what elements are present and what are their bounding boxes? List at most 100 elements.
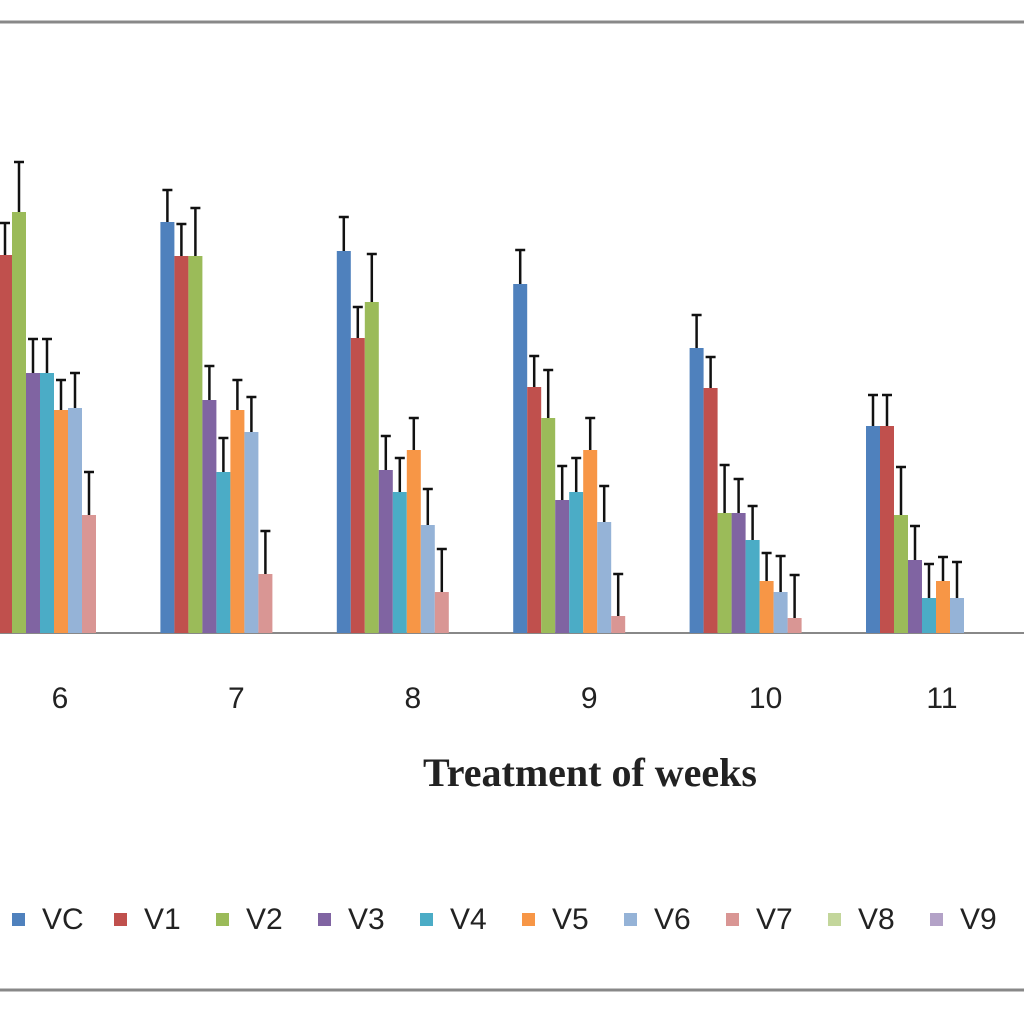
legend-label: VC <box>42 903 84 936</box>
bar <box>230 410 245 633</box>
error-bar <box>190 206 201 256</box>
bar <box>392 492 407 633</box>
legend-swatch <box>624 913 637 926</box>
error-bar <box>747 504 758 540</box>
error-bar <box>436 547 447 592</box>
legend-label: V3 <box>348 903 385 936</box>
bar <box>82 515 96 633</box>
error-bar <box>70 371 80 408</box>
error-bar <box>246 395 257 432</box>
legend-label: V7 <box>756 903 793 936</box>
bar <box>597 522 612 633</box>
error-bar <box>775 554 786 592</box>
bar <box>513 284 528 633</box>
legend-swatch <box>12 913 25 926</box>
bar <box>216 472 231 633</box>
bar <box>583 450 598 633</box>
error-bar <box>529 354 540 387</box>
error-bar <box>719 463 730 513</box>
bar <box>40 373 54 633</box>
error-bar <box>571 456 582 492</box>
error-bar <box>557 464 568 500</box>
bar <box>787 618 802 633</box>
legend-swatch <box>114 913 127 926</box>
bar <box>258 574 273 633</box>
error-bar <box>613 572 624 616</box>
error-bar <box>952 560 962 598</box>
error-bar <box>338 215 349 251</box>
error-bar <box>733 477 744 513</box>
bar <box>54 410 68 633</box>
error-bar <box>761 551 772 581</box>
bar <box>527 387 542 633</box>
x-tick-label: 7 <box>228 682 245 715</box>
legend-label: V1 <box>144 903 181 936</box>
error-bar <box>176 222 187 256</box>
error-bar <box>218 436 229 472</box>
legend-label: V8 <box>858 903 895 936</box>
error-bar <box>56 378 66 410</box>
x-tick-label: 9 <box>581 682 598 715</box>
error-bar <box>705 355 716 388</box>
error-bar <box>260 529 271 574</box>
x-tick-label: 6 <box>52 682 69 715</box>
legend-label: V6 <box>654 903 691 936</box>
bar <box>866 426 880 633</box>
legend-swatch <box>216 913 229 926</box>
x-axis-title: Treatment of weeks <box>423 750 757 795</box>
bar <box>160 222 175 633</box>
error-bar <box>896 465 906 515</box>
bar <box>420 525 435 633</box>
error-bar <box>352 305 363 338</box>
error-bar <box>585 416 596 450</box>
bar <box>611 616 626 633</box>
error-bar <box>543 368 554 418</box>
bar <box>717 513 732 633</box>
bar <box>950 598 964 633</box>
bar <box>378 470 393 633</box>
error-bar <box>938 555 948 581</box>
error-bar <box>691 313 702 348</box>
bar <box>0 255 12 633</box>
bar <box>569 492 584 633</box>
error-bar <box>204 364 215 400</box>
bar <box>936 581 950 633</box>
bar <box>689 348 704 633</box>
error-bar <box>42 337 52 373</box>
bar <box>922 598 936 633</box>
error-bar <box>232 378 243 410</box>
bar <box>759 581 774 633</box>
bar <box>434 592 449 633</box>
error-bar <box>28 337 38 373</box>
legend-swatch <box>930 913 943 926</box>
legend-label: V9 <box>960 903 997 936</box>
bar <box>406 450 421 633</box>
bar <box>894 515 908 633</box>
bar <box>541 418 556 633</box>
error-bar <box>599 484 610 522</box>
error-bar <box>910 524 920 560</box>
legend-swatch <box>828 913 841 926</box>
error-bar <box>924 562 934 598</box>
bar <box>174 256 189 633</box>
legend-label: V4 <box>450 903 487 936</box>
error-bar <box>422 487 433 525</box>
legend-swatch <box>318 913 331 926</box>
legend-swatch <box>726 913 739 926</box>
error-bar <box>408 416 419 450</box>
bar <box>188 256 203 633</box>
error-bar <box>0 221 10 255</box>
bar <box>745 540 760 633</box>
bar <box>350 338 365 633</box>
error-bar <box>84 470 94 515</box>
x-tick-label: 8 <box>404 682 421 715</box>
error-bar <box>394 456 405 492</box>
bar <box>555 500 570 633</box>
bar <box>12 212 26 633</box>
x-tick-label: 10 <box>749 682 782 715</box>
bar <box>773 592 788 633</box>
bar <box>880 426 894 633</box>
error-bar <box>14 160 24 212</box>
legend-label: V2 <box>246 903 283 936</box>
